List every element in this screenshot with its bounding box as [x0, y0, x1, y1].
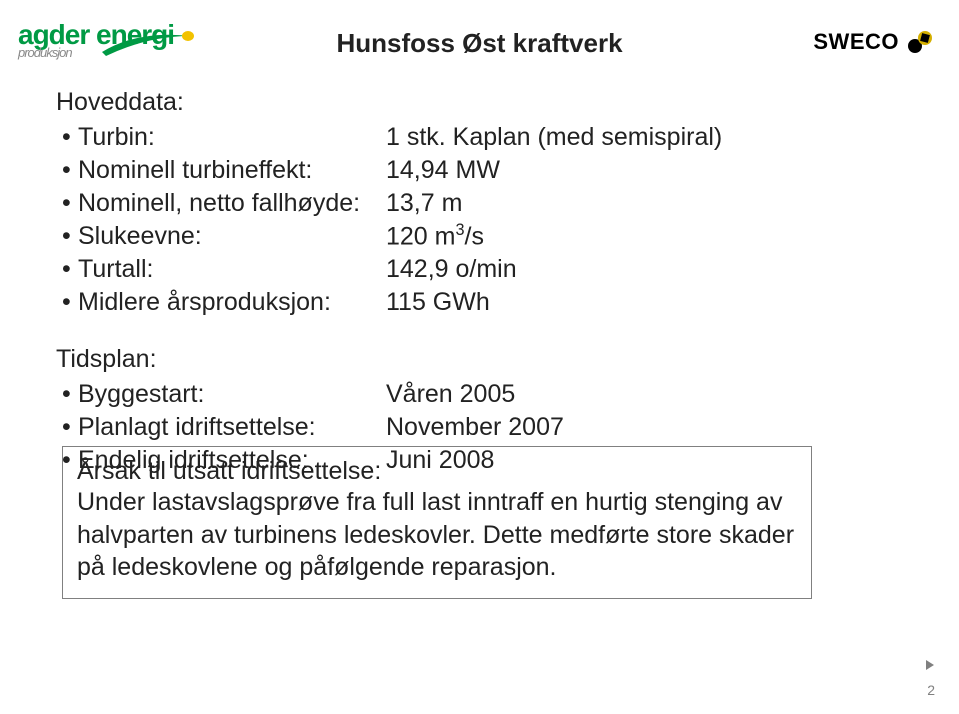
slide-title: Hunsfoss Øst kraftverk — [0, 28, 959, 59]
callout-body: Under lastavslagsprøve fra full last inn… — [77, 486, 797, 584]
row-value: 142,9 o/min — [386, 253, 903, 286]
content-area: Hoveddata: Turbin:1 stk. Kaplan (med sem… — [56, 80, 903, 477]
row-value: Våren 2005 — [386, 378, 903, 411]
data-row: Nominell turbineffekt:14,94 MW — [56, 154, 903, 187]
next-arrow-icon — [923, 658, 937, 672]
data-row: Turbin:1 stk. Kaplan (med semispiral) — [56, 121, 903, 154]
row-label: Byggestart: — [56, 378, 386, 411]
row-label: Turtall: — [56, 253, 386, 286]
callout-box: Årsak til utsatt idriftsettelse: Under l… — [62, 446, 812, 599]
data-row: Midlere årsproduksjon:115 GWh — [56, 286, 903, 319]
row-label: Nominell turbineffekt: — [56, 154, 386, 187]
data-row: Planlagt idriftsettelse:November 2007 — [56, 411, 903, 444]
row-label: Turbin: — [56, 121, 386, 154]
hoveddata-rows: Turbin:1 stk. Kaplan (med semispiral)Nom… — [56, 121, 903, 319]
row-label: Midlere årsproduksjon: — [56, 286, 386, 319]
data-row: Byggestart:Våren 2005 — [56, 378, 903, 411]
row-value: 14,94 MW — [386, 154, 903, 187]
row-value: 120 m3/s — [386, 220, 903, 253]
row-value: 115 GWh — [386, 286, 903, 319]
row-label: Nominell, netto fallhøyde: — [56, 187, 386, 220]
page-number: 2 — [927, 682, 935, 698]
callout-heading: Årsak til utsatt idriftsettelse: — [77, 457, 797, 486]
data-row: Nominell, netto fallhøyde:13,7 m — [56, 187, 903, 220]
hoveddata-heading: Hoveddata: — [56, 88, 903, 117]
row-value: 13,7 m — [386, 187, 903, 220]
tidsplan-heading: Tidsplan: — [56, 345, 903, 374]
data-row: Turtall:142,9 o/min — [56, 253, 903, 286]
row-value: November 2007 — [386, 411, 903, 444]
slide: agder energi produksjon SWECO Hunsfoss Ø… — [0, 0, 959, 714]
row-label: Slukeevne: — [56, 220, 386, 253]
row-value: 1 stk. Kaplan (med semispiral) — [386, 121, 903, 154]
data-row: Slukeevne:120 m3/s — [56, 220, 903, 253]
spacer — [56, 319, 903, 337]
row-label: Planlagt idriftsettelse: — [56, 411, 386, 444]
